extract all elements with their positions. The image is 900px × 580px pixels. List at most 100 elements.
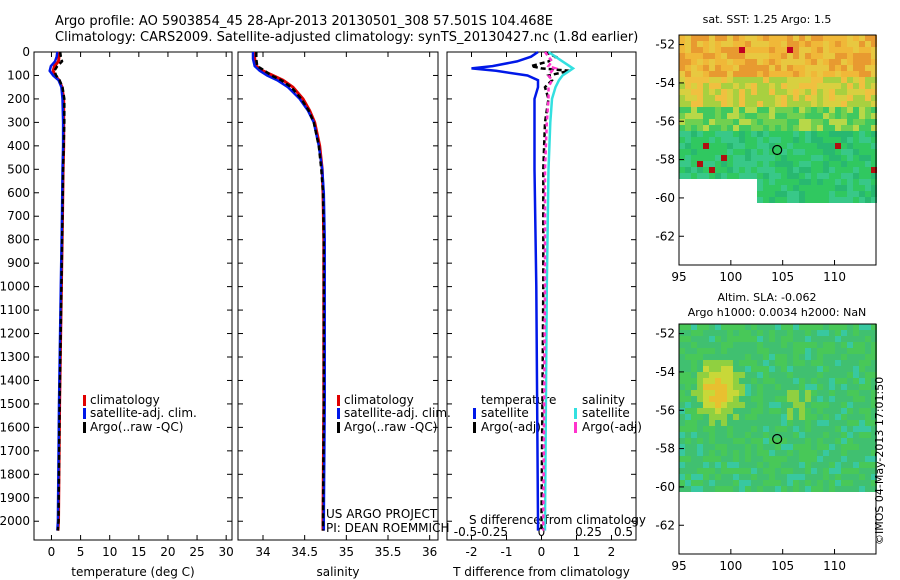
map-cell	[679, 89, 685, 95]
map-cell	[691, 35, 697, 41]
map-cell	[829, 348, 835, 354]
map-cell	[685, 83, 691, 89]
map-cell	[775, 125, 781, 131]
map-cell	[829, 366, 835, 372]
map-cell	[715, 167, 721, 173]
map-cell	[799, 149, 805, 155]
map-cell	[799, 426, 805, 432]
map-cell	[871, 131, 877, 137]
map-cell	[703, 342, 709, 348]
map-cell	[685, 149, 691, 155]
map-cell	[865, 360, 871, 366]
map-cell	[751, 71, 757, 77]
map-cell	[859, 378, 865, 384]
map-cell	[775, 360, 781, 366]
map-cell	[763, 336, 769, 342]
map-cell	[703, 372, 709, 378]
map-cell	[745, 324, 751, 330]
x-tick-label: 35.5	[375, 545, 402, 559]
map-cell	[859, 366, 865, 372]
map-cell	[835, 372, 841, 378]
map-cell	[757, 89, 763, 95]
map-cell	[799, 396, 805, 402]
map-cell	[721, 480, 727, 486]
map-y-tick-label: -58	[655, 442, 675, 456]
map-cell	[709, 53, 715, 59]
map-cell	[769, 354, 775, 360]
map-cell	[703, 360, 709, 366]
map-cell	[709, 35, 715, 41]
map-cell	[769, 384, 775, 390]
map-cell	[853, 77, 859, 83]
map-cell	[727, 173, 733, 179]
map-cell	[745, 53, 751, 59]
map-cell	[859, 396, 865, 402]
map-cell	[685, 125, 691, 131]
y-tick-label: 600	[7, 186, 30, 200]
map-cell	[751, 101, 757, 107]
map-cell	[763, 342, 769, 348]
map-cell	[691, 53, 697, 59]
map-cell	[715, 35, 721, 41]
map-cell	[751, 420, 757, 426]
map-cell	[733, 167, 739, 173]
map-cell	[793, 161, 799, 167]
map-cell	[829, 59, 835, 65]
map-cell	[781, 107, 787, 113]
map-cell	[847, 83, 853, 89]
map-cell	[679, 408, 685, 414]
map-cell	[859, 420, 865, 426]
map-cell	[721, 47, 727, 53]
map-cell	[799, 486, 805, 492]
map-cell	[715, 408, 721, 414]
map-cell	[763, 426, 769, 432]
map-cell	[739, 390, 745, 396]
map-cell	[721, 372, 727, 378]
map-cell	[823, 384, 829, 390]
map-cell	[721, 35, 727, 41]
map-cell	[751, 432, 757, 438]
map-cell	[769, 468, 775, 474]
map-cell	[775, 396, 781, 402]
map-cell	[727, 77, 733, 83]
map-cell	[859, 119, 865, 125]
map-cell	[853, 330, 859, 336]
map-cell	[853, 414, 859, 420]
map-cell	[709, 366, 715, 372]
map-cell	[733, 378, 739, 384]
map-cell	[763, 462, 769, 468]
map-cell	[769, 47, 775, 53]
map-cell	[703, 167, 709, 173]
map-cell	[853, 107, 859, 113]
map-cell	[697, 77, 703, 83]
map-cell	[751, 41, 757, 47]
map-cell	[823, 149, 829, 155]
map-cell	[853, 197, 859, 203]
map-cell	[805, 450, 811, 456]
map-cell	[829, 155, 835, 161]
map-cell	[733, 474, 739, 480]
map-cell	[775, 468, 781, 474]
map-cell	[769, 324, 775, 330]
map-cell	[715, 378, 721, 384]
map-cell	[781, 65, 787, 71]
map-cell	[811, 125, 817, 131]
map-cell	[679, 372, 685, 378]
map-cell	[721, 155, 727, 161]
map-cell	[739, 35, 745, 41]
map-cell	[823, 89, 829, 95]
map-cell	[745, 372, 751, 378]
map-cell	[781, 41, 787, 47]
map-cell	[829, 101, 835, 107]
map-cell	[697, 486, 703, 492]
map-cell	[751, 47, 757, 53]
map-cell	[811, 113, 817, 119]
sla-map-title-line-1: Altim. SLA: -0.062	[717, 291, 816, 304]
map-cell	[703, 53, 709, 59]
map-cell	[859, 191, 865, 197]
map-cell	[787, 35, 793, 41]
map-cell	[703, 35, 709, 41]
map-cell	[691, 59, 697, 65]
map-cell	[721, 408, 727, 414]
map-cell	[835, 426, 841, 432]
